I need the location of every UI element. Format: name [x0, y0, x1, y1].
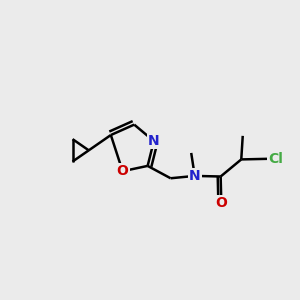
Text: N: N — [189, 169, 201, 183]
Text: O: O — [215, 196, 227, 210]
Text: O: O — [117, 164, 128, 178]
Text: Cl: Cl — [268, 152, 283, 166]
Text: N: N — [148, 134, 160, 148]
